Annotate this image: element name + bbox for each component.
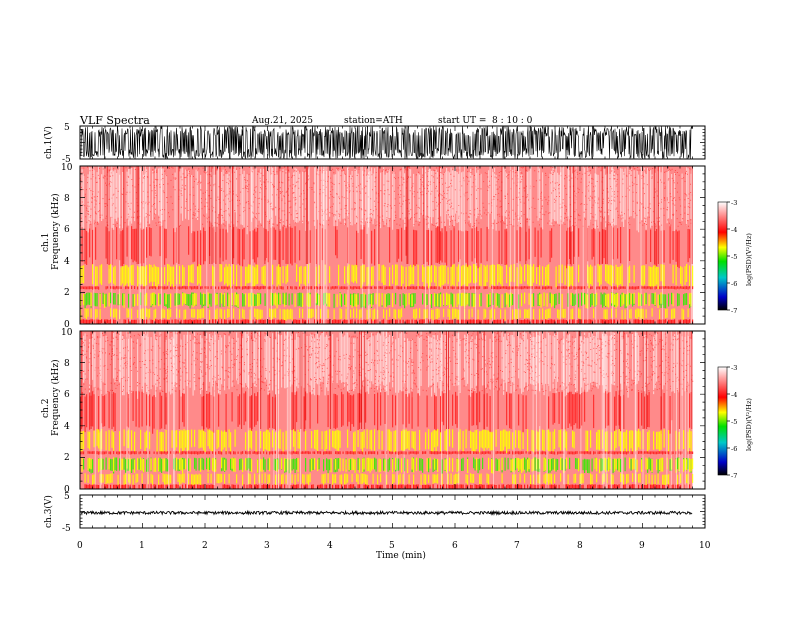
ch2-ftick-2: 2 bbox=[64, 453, 70, 463]
start-ut-value: 8 : 10 : 0 bbox=[492, 116, 533, 126]
ch1-spectrogram-band-0 bbox=[81, 166, 692, 235]
ch1-cb-tick-5: -5 bbox=[731, 253, 737, 261]
ch2-frequency-axis-label: Frequency (kHz) bbox=[50, 359, 61, 436]
ch2-cb-tick-7: -7 bbox=[731, 472, 737, 480]
ch2-spectrogram-band-2 bbox=[80, 429, 692, 455]
ch1-colorbar-gradient bbox=[717, 201, 728, 311]
ch1-ftick-6: 6 bbox=[64, 225, 70, 235]
ch3-waveform-trace bbox=[80, 509, 693, 516]
ch2-spectrogram-red-streaks bbox=[81, 331, 693, 429]
ch2-cb-tick-5: -5 bbox=[731, 418, 737, 426]
ch2-spectrogram-channel-label: ch.2 bbox=[41, 399, 51, 418]
figure-title: VLF Spectra bbox=[79, 114, 150, 127]
ch1-cb-tick-4: -4 bbox=[731, 226, 737, 234]
date-label: Aug.21, 2025 bbox=[251, 116, 313, 126]
ch1-cb-tick-6: -6 bbox=[731, 280, 737, 288]
ch1-waveform-line bbox=[80, 125, 693, 160]
time-axis-label: Time (min) bbox=[376, 550, 426, 561]
ch2-ftick-6: 6 bbox=[64, 390, 70, 400]
frame-tick-marks bbox=[79, 125, 730, 529]
ch2-colorbar-gradient bbox=[717, 366, 728, 476]
ch2-spectrogram-band-0 bbox=[80, 331, 692, 399]
ch1-ftick-10: 10 bbox=[61, 163, 73, 173]
ch3-ytick-5: 5 bbox=[64, 492, 70, 502]
ch2-colorbar-label: log(PSD)(V²/Hz) bbox=[745, 398, 753, 451]
ch3-waveform-ylabel: ch.3(V) bbox=[43, 495, 54, 528]
xtick-8: 8 bbox=[577, 541, 583, 551]
ch1-cb-tick-7: -7 bbox=[731, 307, 737, 315]
xtick-0: 0 bbox=[77, 541, 83, 551]
ch2-cb-tick-6: -6 bbox=[731, 445, 737, 453]
ch1-waveform-ylabel: ch.1(V) bbox=[43, 126, 54, 159]
ch1-ftick-4: 4 bbox=[64, 257, 70, 267]
xtick-2: 2 bbox=[202, 541, 208, 551]
xtick-9: 9 bbox=[639, 541, 645, 551]
xtick-7: 7 bbox=[514, 541, 520, 551]
ch1-ftick-0: 0 bbox=[64, 320, 70, 330]
ch1-spectrogram-band-6 bbox=[80, 308, 689, 321]
ch2-ftick-0: 0 bbox=[64, 485, 70, 495]
ch1-spectrogram-band-5 bbox=[80, 292, 692, 309]
ch1-spectrogram-cells bbox=[80, 166, 694, 324]
xtick-3: 3 bbox=[264, 541, 270, 551]
ch1-spectrogram-panel: 0 2 4 6 8 10 ch.1 Frequency (kHz) bbox=[41, 163, 706, 330]
ch1-spectrogram-band-7 bbox=[80, 319, 694, 324]
xtick-1: 1 bbox=[139, 541, 145, 551]
ch2-ftick-8: 8 bbox=[64, 359, 70, 369]
ch1-spectrogram-band-1 bbox=[81, 226, 691, 269]
xtick-5: 5 bbox=[389, 541, 395, 551]
xtick-6: 6 bbox=[452, 541, 458, 551]
figure-header: VLF Spectra Aug.21, 2025 station=ATH sta… bbox=[79, 114, 533, 127]
start-ut-label: start UT = bbox=[438, 116, 486, 126]
ch2-spectrogram-panel: 0 2 4 6 8 10 ch.2 Frequency (kHz) bbox=[41, 328, 706, 495]
ch1-spectrogram-band-2 bbox=[80, 264, 694, 289]
ch1-colorbar: -3 -4 -5 -6 -7 log(PSD)(V²/Hz) bbox=[717, 199, 753, 315]
ch3-ytick-neg5: -5 bbox=[62, 524, 71, 534]
ch1-colorbar-label: log(PSD)(V²/Hz) bbox=[745, 233, 753, 286]
xtick-10: 10 bbox=[699, 541, 711, 551]
ch2-spectrogram-band-1 bbox=[80, 391, 691, 434]
ch2-spectrogram-band-5 bbox=[81, 457, 694, 474]
ch2-ftick-10: 10 bbox=[61, 328, 73, 338]
xtick-4: 4 bbox=[327, 541, 333, 551]
station-label: station=ATH bbox=[344, 116, 403, 126]
ch1-spectrogram-channel-label: ch.1 bbox=[41, 233, 51, 252]
ch2-spectrogram-band-6 bbox=[84, 473, 694, 486]
ch2-cb-tick-3: -3 bbox=[731, 364, 737, 372]
ch1-ftick-2: 2 bbox=[64, 288, 70, 298]
ch2-cb-tick-4: -4 bbox=[731, 391, 737, 399]
ch1-spectrogram-band-3 bbox=[80, 286, 694, 290]
ch1-ytick-neg5: -5 bbox=[62, 155, 71, 165]
ch1-cb-tick-3: -3 bbox=[731, 199, 737, 207]
ch2-spectrogram-band-3 bbox=[80, 451, 694, 455]
ch1-ytick-5: 5 bbox=[64, 123, 70, 133]
ch1-spectrogram-red-streaks bbox=[106, 166, 693, 264]
ch2-spectrogram-vertical-streaks bbox=[94, 331, 689, 489]
ch1-spectrogram-band-4 bbox=[80, 292, 692, 309]
time-axis: 0 1 2 3 4 5 6 7 8 9 10 Time (min) bbox=[77, 541, 711, 561]
ch3-waveform-line bbox=[80, 509, 693, 516]
ch1-waveform-trace bbox=[80, 125, 693, 160]
ch2-ftick-4: 4 bbox=[64, 422, 70, 432]
ch2-spectrogram-cells bbox=[80, 331, 694, 489]
ch1-frequency-axis-label: Frequency (kHz) bbox=[50, 193, 61, 270]
ch2-colorbar: -3 -4 -5 -6 -7 log(PSD)(V²/Hz) bbox=[717, 364, 753, 480]
axis-ticks bbox=[79, 125, 730, 529]
ch1-ftick-8: 8 bbox=[64, 194, 70, 204]
